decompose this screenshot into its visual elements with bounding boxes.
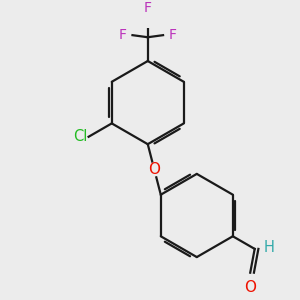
Text: Cl: Cl	[73, 129, 87, 144]
Text: O: O	[244, 280, 256, 295]
Text: H: H	[264, 240, 274, 255]
Text: F: F	[118, 28, 127, 42]
Text: F: F	[169, 28, 177, 42]
Text: O: O	[148, 162, 160, 177]
Text: F: F	[144, 1, 152, 15]
